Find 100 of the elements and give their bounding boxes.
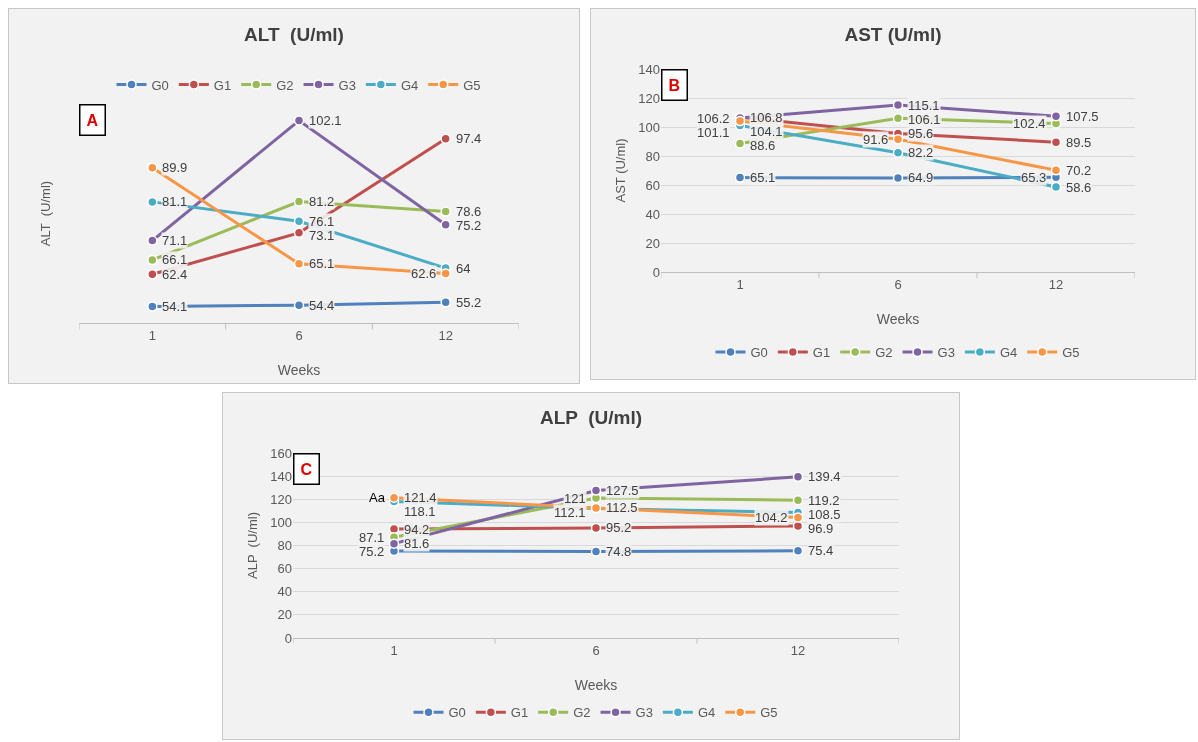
point	[892, 112, 904, 124]
x-tick-label: 1	[736, 276, 744, 292]
data-label: 107.5	[1066, 109, 1099, 124]
chart-title: AST (U/ml)	[844, 23, 942, 45]
chart-title: ALP (U/ml)	[539, 406, 643, 428]
legend-label: G0	[151, 77, 169, 93]
annotation: B	[668, 76, 681, 94]
point	[440, 206, 451, 217]
y-tick-label: 0	[284, 630, 292, 646]
x-tick-label: 12	[790, 642, 806, 658]
legend-label: G5	[463, 77, 481, 93]
point	[440, 268, 451, 279]
data-label: 119.2	[808, 493, 840, 508]
data-label: 65.1	[750, 170, 776, 185]
point	[440, 133, 451, 145]
data-label: 70.2	[1066, 163, 1092, 178]
point	[147, 162, 158, 174]
data-label: 108.5	[808, 507, 841, 522]
data-label: 73.1	[309, 228, 335, 243]
point	[1050, 110, 1062, 122]
legend-label: G3	[937, 344, 955, 360]
data-label: 104.2	[755, 510, 788, 525]
point	[892, 147, 904, 159]
point	[388, 492, 400, 503]
y-tick-label: 80	[645, 148, 660, 164]
legend-label: G5	[760, 705, 778, 721]
data-label: 81.1	[162, 194, 188, 209]
y-tick-label: 140	[638, 61, 660, 77]
legend-label: G0	[750, 344, 768, 360]
x-tick-label: 12	[438, 327, 453, 343]
data-label: 115.1	[908, 98, 940, 113]
y-tick-label: 60	[645, 177, 660, 193]
point	[293, 300, 305, 311]
legend-label: G3	[338, 77, 356, 93]
point	[734, 172, 746, 183]
data-label: 106.2	[697, 111, 730, 126]
annotation: Aa	[369, 490, 386, 505]
data-label: 97.4	[456, 131, 482, 146]
point	[590, 485, 602, 496]
x-axis-title: Weeks	[574, 677, 618, 693]
data-label: 71.1	[162, 233, 188, 248]
x-tick-label: 12	[1048, 276, 1064, 292]
point	[293, 227, 305, 239]
x-tick-label: 1	[390, 642, 398, 658]
point	[147, 269, 158, 280]
y-tick-label: 120	[638, 90, 660, 106]
y-tick-label: 100	[270, 514, 292, 530]
y-axis-title: AST (U/ml)	[613, 138, 628, 203]
data-label: 102.4	[1013, 116, 1046, 131]
data-label: 95.6	[908, 126, 934, 141]
x-tick-label: 6	[295, 327, 303, 343]
point	[892, 172, 904, 184]
data-label: 64	[456, 261, 471, 276]
point	[147, 196, 158, 208]
data-label: 112.1	[554, 505, 586, 520]
y-axis-title: ALT (U/ml)	[37, 180, 53, 247]
x-axis-title: Weeks	[876, 311, 920, 327]
data-label: 75.2	[359, 544, 385, 559]
point	[1050, 164, 1062, 176]
data-label: 81.6	[404, 536, 430, 551]
legend-label: G2	[875, 344, 893, 360]
data-label: 106.8	[750, 110, 783, 125]
data-label: 82.2	[908, 145, 934, 160]
data-label: 96.9	[808, 521, 834, 536]
point	[293, 196, 305, 207]
legend-label: G4	[400, 77, 419, 93]
data-label: 54.4	[309, 298, 335, 313]
legend-label: G4	[999, 344, 1018, 360]
data-label: 102.1	[309, 113, 342, 128]
point	[147, 235, 158, 246]
point	[792, 471, 804, 483]
data-label: 121	[564, 491, 586, 506]
data-label: 54.1	[162, 299, 188, 314]
legend-label: G1	[812, 344, 831, 360]
point	[734, 138, 746, 149]
data-label: 127.5	[606, 483, 639, 498]
point	[440, 296, 451, 308]
y-tick-label: 0	[652, 264, 660, 280]
data-label: 121.4	[404, 490, 437, 505]
data-label: 65.1	[309, 256, 335, 271]
data-label: 101.1	[697, 125, 730, 140]
point	[792, 512, 804, 523]
data-label: 91.6	[863, 132, 889, 147]
legend-label: G5	[1062, 344, 1080, 360]
y-tick-label: 120	[270, 491, 292, 507]
legend-label: G3	[635, 705, 653, 721]
legend-label: G2	[573, 705, 591, 721]
legend-label: G2	[276, 77, 294, 93]
point	[388, 538, 400, 549]
y-tick-label: 20	[277, 607, 292, 623]
y-tick-label: 80	[277, 538, 292, 554]
y-tick-label: 40	[277, 584, 292, 600]
y-tick-label: 40	[645, 206, 660, 222]
data-label: 66.1	[162, 252, 188, 267]
y-tick-label: 100	[638, 119, 660, 135]
y-axis-title: ALP (U/ml)	[245, 512, 260, 579]
data-label: 62.4	[162, 267, 188, 282]
legend-label: G0	[448, 705, 466, 721]
data-label: 74.8	[606, 544, 632, 559]
legend-label: G1	[510, 705, 529, 721]
